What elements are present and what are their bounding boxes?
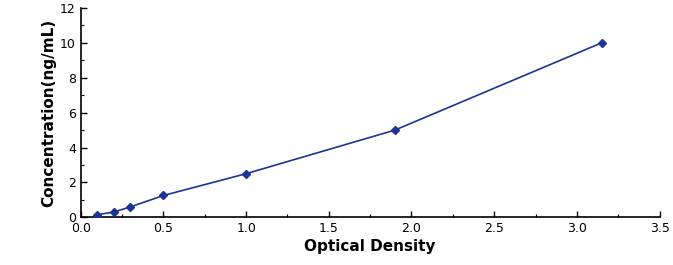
Y-axis label: Concentration(ng/mL): Concentration(ng/mL) <box>41 19 56 207</box>
X-axis label: Optical Density: Optical Density <box>304 239 436 254</box>
